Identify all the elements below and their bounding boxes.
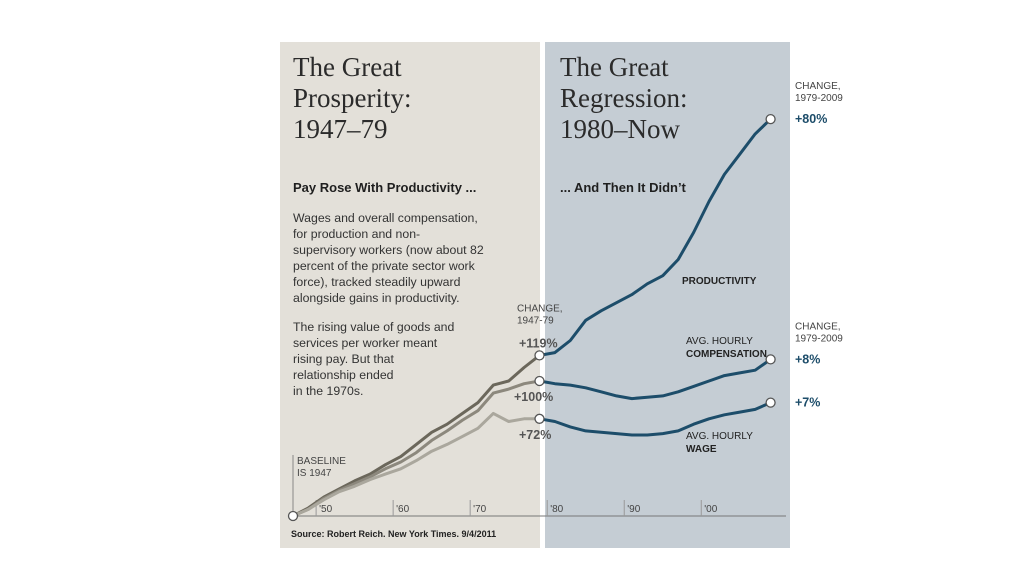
- series-line: [539, 118, 772, 357]
- series-name: WAGE: [686, 444, 717, 455]
- point: [534, 413, 545, 424]
- series-line: [292, 411, 540, 518]
- source: Source: Robert Reich. New York Times. 9/…: [291, 529, 496, 539]
- series-name: AVG. HOURLY: [686, 431, 753, 442]
- panel-title: 1980–Now: [560, 114, 680, 144]
- change-header: CHANGE,: [795, 81, 841, 92]
- change-header: 1979-2009: [795, 93, 843, 104]
- point: [765, 354, 776, 365]
- baseline-label: IS 1947: [297, 468, 332, 479]
- change-label: +80%: [795, 112, 827, 126]
- series-line: [539, 401, 772, 437]
- body-text: supervisory workers (now about 82: [293, 243, 484, 257]
- body-text: rising pay. But that: [293, 352, 395, 366]
- x-tick-label: '60: [396, 504, 409, 515]
- point: [534, 375, 545, 387]
- x-tick-label: '70: [473, 504, 486, 515]
- point: [765, 397, 776, 408]
- point: [287, 510, 299, 522]
- x-tick-label: '80: [550, 504, 563, 515]
- series-line: [539, 358, 772, 401]
- x-tick-label: '00: [704, 504, 717, 515]
- body-text: percent of the private sector work: [293, 259, 476, 273]
- body-text: services per worker meant: [293, 336, 438, 350]
- series-name: PRODUCTIVITY: [682, 276, 757, 287]
- change-header: CHANGE,: [795, 321, 841, 332]
- panel-subtitle: Pay Rose With Productivity ...: [293, 180, 476, 195]
- body-text: force), tracked steadily upward: [293, 275, 461, 289]
- x-tick-label: '90: [627, 504, 640, 515]
- panel-title: The Great: [293, 52, 402, 82]
- body-text: for production and non-: [293, 227, 420, 241]
- body-text: alongside gains in productivity.: [293, 291, 460, 305]
- panel-title: Prosperity:: [293, 83, 412, 113]
- change-label: +8%: [795, 352, 820, 366]
- change-label: +119%: [519, 336, 558, 350]
- baseline-label: BASELINE: [297, 456, 346, 467]
- series-name: COMPENSATION: [686, 349, 767, 360]
- change-header: 1947-79: [517, 315, 554, 326]
- body-text: relationship ended: [293, 368, 394, 382]
- body-text: The rising value of goods and: [293, 320, 454, 334]
- x-tick-label: '50: [319, 504, 332, 515]
- change-header: CHANGE,: [517, 303, 563, 314]
- change-label: +100%: [514, 390, 553, 404]
- body-text: in the 1970s.: [293, 384, 363, 398]
- change-label: +7%: [795, 396, 820, 410]
- point: [765, 113, 776, 125]
- change-label: +72%: [519, 428, 551, 442]
- change-header: 1979-2009: [795, 333, 843, 344]
- panel-title: 1947–79: [293, 114, 388, 144]
- panel-title: Regression:: [560, 83, 688, 113]
- series-name: AVG. HOURLY: [686, 336, 753, 347]
- body-text: Wages and overall compensation,: [293, 211, 478, 225]
- panel-subtitle: ... And Then It Didn’t: [560, 180, 687, 195]
- panel-regression: [545, 42, 790, 548]
- panel-title: The Great: [560, 52, 669, 82]
- point: [534, 350, 545, 361]
